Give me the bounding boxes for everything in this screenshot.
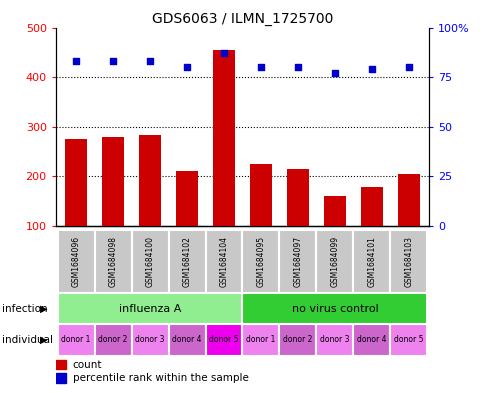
Text: GSM1684104: GSM1684104 xyxy=(219,236,228,287)
Text: count: count xyxy=(73,360,102,369)
Bar xyxy=(390,230,426,293)
Text: GDS6063 / ILMN_1725700: GDS6063 / ILMN_1725700 xyxy=(151,12,333,26)
Point xyxy=(109,58,117,64)
Text: donor 3: donor 3 xyxy=(135,336,165,344)
Bar xyxy=(58,293,242,324)
Text: GSM1684102: GSM1684102 xyxy=(182,236,191,287)
Text: ▶: ▶ xyxy=(40,303,47,314)
Text: GSM1684096: GSM1684096 xyxy=(72,236,80,287)
Bar xyxy=(323,196,345,226)
Point xyxy=(367,66,375,72)
Text: donor 1: donor 1 xyxy=(61,336,91,344)
Text: donor 5: donor 5 xyxy=(393,336,423,344)
Bar xyxy=(242,230,279,293)
Bar xyxy=(205,230,242,293)
Bar xyxy=(242,293,426,324)
Text: GSM1684098: GSM1684098 xyxy=(108,236,117,287)
Bar xyxy=(176,171,198,226)
Bar xyxy=(353,230,390,293)
Text: GSM1684103: GSM1684103 xyxy=(404,236,412,287)
Bar xyxy=(65,139,87,226)
Bar xyxy=(212,50,235,226)
Text: donor 2: donor 2 xyxy=(98,336,127,344)
Text: GSM1684095: GSM1684095 xyxy=(256,236,265,287)
Point xyxy=(331,70,338,76)
Point xyxy=(257,64,264,70)
Bar xyxy=(242,324,279,356)
Bar xyxy=(168,324,205,356)
Text: ▶: ▶ xyxy=(40,335,47,345)
Bar xyxy=(102,137,124,226)
Bar xyxy=(205,324,242,356)
Bar xyxy=(279,230,316,293)
Point xyxy=(293,64,301,70)
Text: donor 4: donor 4 xyxy=(172,336,201,344)
Text: donor 1: donor 1 xyxy=(246,336,275,344)
Bar xyxy=(360,187,382,226)
Bar xyxy=(397,174,419,226)
Text: donor 4: donor 4 xyxy=(356,336,386,344)
Text: infection: infection xyxy=(2,303,48,314)
Text: GSM1684099: GSM1684099 xyxy=(330,236,339,287)
Point xyxy=(183,64,191,70)
Bar xyxy=(139,135,161,226)
Bar xyxy=(58,324,94,356)
Bar xyxy=(58,230,94,293)
Text: GSM1684097: GSM1684097 xyxy=(293,236,302,287)
Point xyxy=(146,58,153,64)
Bar xyxy=(390,324,426,356)
Bar xyxy=(286,169,308,226)
Text: donor 3: donor 3 xyxy=(319,336,349,344)
Text: percentile rank within the sample: percentile rank within the sample xyxy=(73,373,248,383)
Bar xyxy=(353,324,390,356)
Bar xyxy=(94,324,131,356)
Text: influenza A: influenza A xyxy=(119,303,181,314)
Text: GSM1684101: GSM1684101 xyxy=(367,236,376,287)
Text: donor 5: donor 5 xyxy=(209,336,238,344)
Bar xyxy=(94,230,131,293)
Text: individual: individual xyxy=(2,335,53,345)
Bar xyxy=(56,360,66,369)
Bar xyxy=(56,373,66,383)
Text: GSM1684100: GSM1684100 xyxy=(145,236,154,287)
Text: no virus control: no virus control xyxy=(291,303,378,314)
Bar xyxy=(168,230,205,293)
Point xyxy=(404,64,412,70)
Bar xyxy=(249,164,272,226)
Bar xyxy=(131,324,168,356)
Bar xyxy=(316,230,353,293)
Bar xyxy=(279,324,316,356)
Point xyxy=(220,50,227,57)
Bar xyxy=(316,324,353,356)
Point xyxy=(72,58,80,64)
Text: donor 2: donor 2 xyxy=(283,336,312,344)
Bar xyxy=(131,230,168,293)
